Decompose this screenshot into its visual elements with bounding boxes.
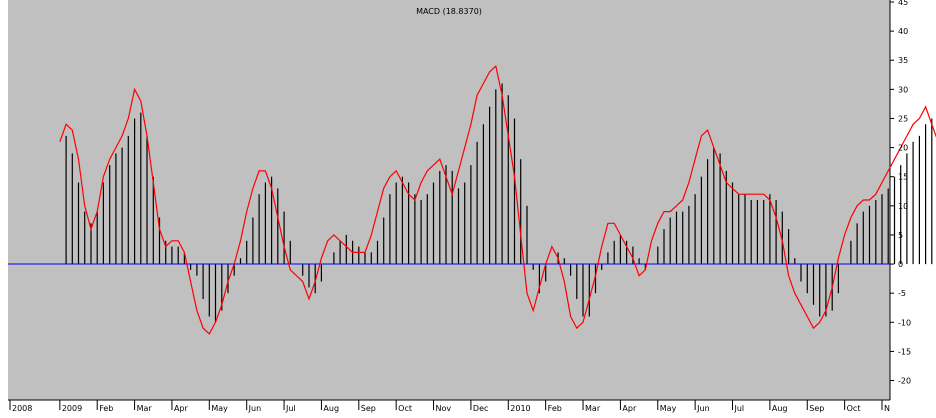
y-tick-label: 20 (898, 144, 908, 153)
x-tick-label: Aug (772, 404, 788, 413)
x-tick-label: Sep (809, 404, 824, 413)
x-tick-label: 2009 (62, 404, 82, 413)
x-axis-strip (0, 400, 936, 414)
y-tick-label: -5 (898, 289, 906, 298)
y-tick-label: 25 (898, 114, 908, 123)
signal-line (59, 64, 936, 335)
x-tick-label: N (884, 404, 890, 413)
x-tick-label: Jun (696, 404, 710, 413)
x-tick-label: Mar (137, 404, 153, 413)
x-tick-label: Jun (248, 404, 262, 413)
x-tick-label: Feb (548, 404, 562, 413)
x-tick-label: Feb (99, 404, 113, 413)
y-tick-label: 35 (898, 56, 908, 65)
x-tick-label: May (660, 404, 677, 413)
y-tick-label: 45 (898, 0, 908, 7)
y-tick-label: -15 (898, 347, 911, 356)
x-tick-label: Aug (323, 404, 339, 413)
y-tick-label: 15 (898, 173, 908, 182)
y-tick-label: 30 (898, 85, 908, 94)
x-tick-label: Dec (473, 404, 488, 413)
x-tick-label: 2010 (510, 404, 530, 413)
x-tick-label: Oct (847, 404, 861, 413)
x-tick-label: May (211, 404, 228, 413)
x-tick-label: Jul (734, 404, 745, 413)
y-tick-label: 0 (898, 260, 903, 269)
x-axis: 2008 2009 Feb Mar Apr May Jun Jul Aug Sep Oct Nov De… (9, 400, 890, 413)
plot-background (8, 0, 890, 400)
x-tick-label: Apr (174, 404, 189, 413)
x-tick-label: 2008 (12, 404, 32, 413)
x-tick-label: Oct (398, 404, 412, 413)
macd-histogram (65, 83, 933, 323)
x-tick-label: Jul (285, 404, 296, 413)
x-tick-label: Mar (585, 404, 601, 413)
y-tick-label: -20 (898, 377, 911, 386)
y-tick-label: 10 (898, 202, 908, 211)
x-tick-label: Sep (361, 404, 376, 413)
x-tick-label: Nov (436, 404, 452, 413)
y-tick-label: 5 (898, 231, 903, 240)
y-tick-label: -10 (898, 318, 911, 327)
y-axis: 45 40 35 30 25 20 15 10 5 0 -5 -10 -15 -20 (890, 0, 911, 386)
chart-title: MACD (18.8370) (416, 7, 482, 16)
x-tick-label: Apr (622, 404, 637, 413)
y-tick-label: 40 (898, 27, 908, 36)
